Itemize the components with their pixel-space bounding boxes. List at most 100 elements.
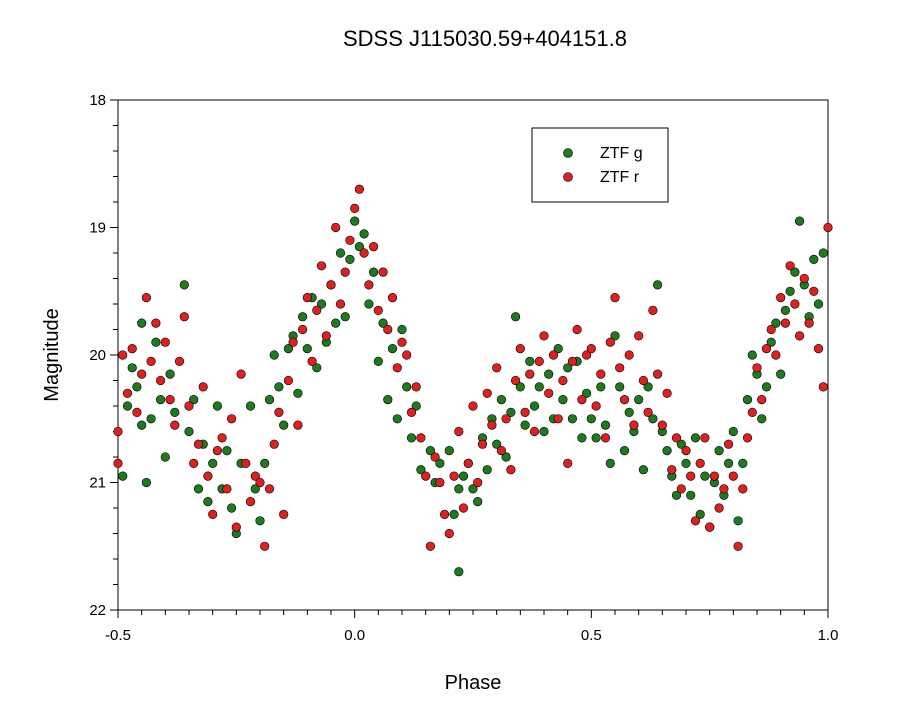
point-ztf-g [510, 312, 521, 322]
point-ztf-g [501, 452, 511, 462]
point-ztf-g [137, 318, 147, 328]
point-ztf-g [170, 407, 180, 418]
point-ztf-g [771, 318, 781, 328]
x-axis-label: Phase [445, 672, 502, 694]
point-ztf-r [454, 426, 464, 437]
point-ztf-r [591, 401, 601, 411]
legend-marker-ztf-g [563, 148, 573, 158]
point-ztf-r [369, 242, 379, 252]
point-ztf-r [146, 356, 156, 367]
point-ztf-r [577, 395, 587, 405]
point-ztf-r [539, 331, 549, 341]
point-ztf-r [771, 350, 781, 360]
point-ztf-g [340, 312, 350, 322]
point-ztf-r [193, 439, 204, 449]
point-ztf-r [302, 293, 312, 303]
point-ztf-r [563, 458, 573, 469]
point-ztf-g [525, 356, 535, 367]
point-ztf-r [510, 375, 521, 386]
point-ztf-r [548, 350, 559, 360]
point-ztf-r [132, 407, 142, 418]
point-ztf-g [648, 414, 658, 424]
point-ztf-r [761, 344, 772, 354]
point-ztf-g [785, 286, 795, 296]
point-ztf-g [723, 458, 734, 469]
point-ztf-r [113, 458, 123, 469]
x-tick-label: 0.0 [344, 627, 365, 644]
point-ztf-r [501, 414, 511, 424]
point-ztf-g [293, 388, 303, 398]
point-ztf-g [156, 395, 166, 405]
point-ztf-g [643, 382, 653, 392]
point-ztf-r [690, 516, 701, 526]
point-ztf-g [449, 509, 459, 520]
point-ztf-r [780, 318, 791, 328]
point-ztf-r [515, 344, 525, 354]
point-ztf-r [449, 471, 459, 481]
point-ztf-r [520, 407, 530, 418]
point-ztf-g [378, 318, 388, 328]
point-ztf-r [283, 375, 294, 386]
point-ztf-r [316, 261, 327, 271]
point-ztf-r [113, 426, 123, 437]
point-ztf-g [728, 426, 738, 437]
point-ztf-r [572, 324, 582, 335]
point-ztf-r [212, 446, 222, 456]
point-ztf-r [331, 222, 341, 233]
point-ztf-g [492, 439, 502, 449]
point-ztf-r [335, 299, 346, 309]
point-ztf-r [354, 184, 365, 194]
point-ztf-r [586, 344, 596, 354]
point-ztf-r [719, 484, 729, 494]
point-ztf-g [690, 433, 701, 443]
point-ztf-g [761, 382, 772, 392]
point-ztf-r [747, 407, 757, 418]
point-ztf-g [354, 242, 365, 252]
plot-area [117, 99, 829, 611]
point-ztf-r [165, 395, 175, 405]
point-ztf-g [208, 458, 218, 469]
point-ztf-r [392, 363, 402, 373]
point-ztf-r [776, 293, 786, 303]
point-ztf-g [714, 446, 724, 456]
point-ztf-r [137, 369, 147, 379]
point-ztf-g [141, 477, 151, 488]
point-ztf-r [468, 401, 478, 411]
point-ztf-r [681, 446, 691, 456]
point-ztf-r [250, 471, 260, 481]
point-ztf-r [288, 337, 298, 347]
point-ztf-g [700, 471, 710, 481]
point-ztf-r [255, 477, 265, 488]
point-ztf-g [127, 363, 137, 373]
point-ztf-g [269, 350, 279, 360]
point-ztf-r [421, 471, 431, 481]
point-ztf-r [141, 293, 151, 303]
point-ztf-r [610, 293, 620, 303]
point-ztf-r [723, 439, 734, 449]
point-ztf-r [652, 369, 663, 379]
point-ztf-r [463, 458, 473, 469]
point-ztf-g [742, 395, 753, 405]
point-ztf-g [364, 299, 374, 309]
point-ztf-r [307, 356, 317, 367]
point-ztf-g [586, 414, 596, 424]
point-ztf-g [482, 465, 492, 475]
legend-label-ztf-r: ZTF r [600, 169, 640, 186]
point-ztf-r [397, 337, 407, 347]
point-ztf-r [156, 375, 166, 386]
point-ztf-r [529, 426, 540, 437]
point-ztf-g [534, 382, 544, 392]
point-ztf-r [298, 324, 308, 335]
point-ztf-r [184, 401, 194, 411]
point-ztf-g [369, 267, 379, 277]
point-ztf-g [118, 471, 128, 481]
point-ztf-r [634, 331, 644, 341]
point-ztf-g [312, 363, 322, 373]
point-ztf-g [563, 363, 573, 373]
point-ztf-r [766, 324, 776, 335]
point-ztf-g [345, 254, 355, 264]
point-ztf-g [638, 465, 649, 475]
point-ztf-r [425, 541, 436, 551]
point-ztf-r [321, 331, 331, 341]
